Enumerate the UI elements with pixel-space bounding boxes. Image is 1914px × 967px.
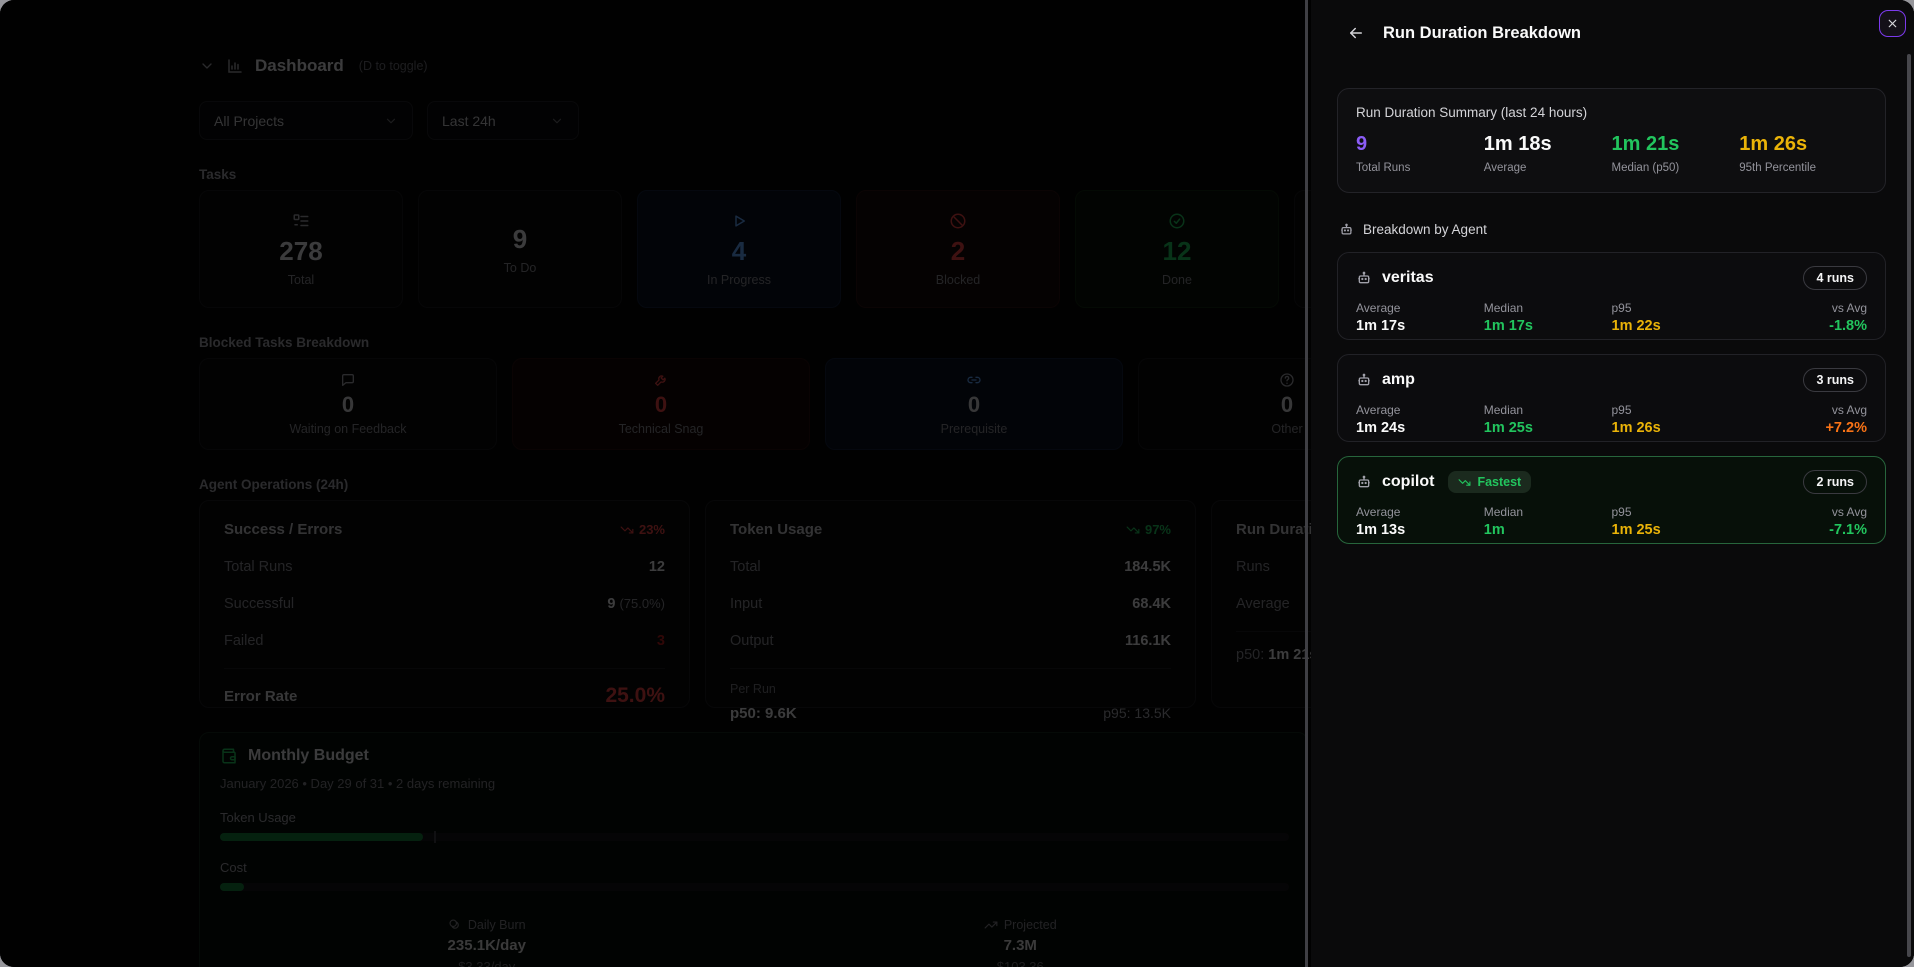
stat-value: 1m 18s [1483, 133, 1552, 155]
agent-stat-vs-avg: vs Avg -1.8% [1739, 301, 1867, 334]
back-button[interactable] [1345, 22, 1367, 44]
agent-stat-median: Median 1m [1484, 505, 1612, 538]
stat-label: vs Avg [1831, 505, 1867, 519]
agent-stat-p95: p95 1m 22s [1612, 301, 1740, 334]
close-icon [1886, 17, 1899, 30]
summary-stat-total-runs: 9 Total Runs [1356, 133, 1484, 174]
runs-count-badge: 3 runs [1803, 368, 1867, 392]
fastest-badge: Fastest [1448, 471, 1532, 493]
robot-icon [1356, 474, 1372, 490]
agent-stat-median: Median 1m 25s [1484, 403, 1612, 436]
panel-header: Run Duration Breakdown [1311, 0, 1914, 66]
main-scrollbar[interactable] [1305, 0, 1308, 967]
modal-dim-overlay[interactable] [0, 0, 1311, 967]
agent-stat-p95: p95 1m 26s [1612, 403, 1740, 436]
agent-stat-p95: p95 1m 25s [1612, 505, 1740, 538]
summary-stat-p95: 1m 26s 95th Percentile [1739, 133, 1867, 174]
stat-value: 1m 24s [1356, 420, 1406, 436]
stat-value: 9 [1356, 133, 1368, 155]
robot-icon [1356, 372, 1372, 388]
stat-label: Median [1483, 403, 1524, 417]
agent-stat-average: Average 1m 13s [1356, 505, 1484, 538]
runs-count-badge: 2 runs [1803, 470, 1867, 494]
stat-label: 95th Percentile [1739, 162, 1816, 174]
stat-label: Average [1483, 162, 1527, 174]
stat-value: 1m 21s [1611, 133, 1680, 155]
runs-count-badge: 4 runs [1803, 266, 1867, 290]
stat-value: 1m 26s [1611, 420, 1661, 436]
stat-value: 1m 25s [1611, 522, 1661, 538]
stat-label: Average [1356, 403, 1401, 417]
agent-stat-vs-avg: vs Avg -7.1% [1739, 505, 1867, 538]
stat-label: p95 [1611, 505, 1632, 519]
stat-value: +7.2% [1825, 420, 1867, 436]
robot-icon [1339, 222, 1354, 237]
breakdown-by-agent-header: Breakdown by Agent [1339, 222, 1914, 237]
breakdown-header-label: Breakdown by Agent [1363, 222, 1487, 237]
stat-value: 1m 17s [1483, 318, 1533, 334]
close-button[interactable] [1879, 10, 1906, 37]
stat-value: -1.8% [1829, 318, 1867, 334]
agent-stat-median: Median 1m 17s [1484, 301, 1612, 334]
stat-value: 1m 13s [1356, 522, 1406, 538]
stat-value: 1m 26s [1739, 133, 1808, 155]
run-duration-panel: Run Duration Breakdown Run Duration Summ… [1311, 0, 1914, 967]
agent-name: copilot [1382, 473, 1435, 490]
stat-label: Median [1483, 505, 1524, 519]
agent-stat-average: Average 1m 17s [1356, 301, 1484, 334]
stat-value: 1m 25s [1483, 420, 1533, 436]
stat-value: 1m 22s [1611, 318, 1661, 334]
stat-label: vs Avg [1831, 403, 1867, 417]
stat-label: Total Runs [1356, 162, 1411, 174]
panel-title: Run Duration Breakdown [1383, 23, 1582, 42]
agent-card-amp[interactable]: amp 3 runs Average 1m 24s Median 1m 25s … [1337, 354, 1886, 442]
stat-value: -7.1% [1829, 522, 1867, 538]
stat-value: 1m [1483, 522, 1505, 538]
fastest-badge-label: Fastest [1477, 475, 1522, 489]
trending-down-icon [1458, 476, 1471, 489]
agent-name: amp [1382, 371, 1415, 388]
agent-card-copilot[interactable]: copilot Fastest 2 runs Average 1m 13s [1337, 456, 1886, 544]
robot-icon [1356, 270, 1372, 286]
stat-value: 1m 17s [1356, 318, 1406, 334]
arrow-left-icon [1347, 24, 1365, 42]
stat-label: p95 [1611, 301, 1632, 315]
stat-label: Average [1356, 301, 1401, 315]
summary-title: Run Duration Summary (last 24 hours) [1356, 105, 1588, 120]
agent-name: veritas [1382, 269, 1434, 286]
stat-label: p95 [1611, 403, 1632, 417]
stat-label: Average [1356, 505, 1401, 519]
summary-stat-median: 1m 21s Median (p50) [1612, 133, 1740, 174]
agent-stat-average: Average 1m 24s [1356, 403, 1484, 436]
agent-list: veritas 4 runs Average 1m 17s Median 1m … [1337, 252, 1886, 544]
agent-card-veritas[interactable]: veritas 4 runs Average 1m 17s Median 1m … [1337, 252, 1886, 340]
summary-stat-average: 1m 18s Average [1484, 133, 1612, 174]
stat-label: vs Avg [1831, 301, 1867, 315]
panel-scrollbar[interactable] [1907, 54, 1911, 957]
run-duration-summary-card: Run Duration Summary (last 24 hours) 9 T… [1337, 88, 1886, 193]
stat-label: Median (p50) [1611, 162, 1680, 174]
agent-stat-vs-avg: vs Avg +7.2% [1739, 403, 1867, 436]
stat-label: Median [1483, 301, 1524, 315]
